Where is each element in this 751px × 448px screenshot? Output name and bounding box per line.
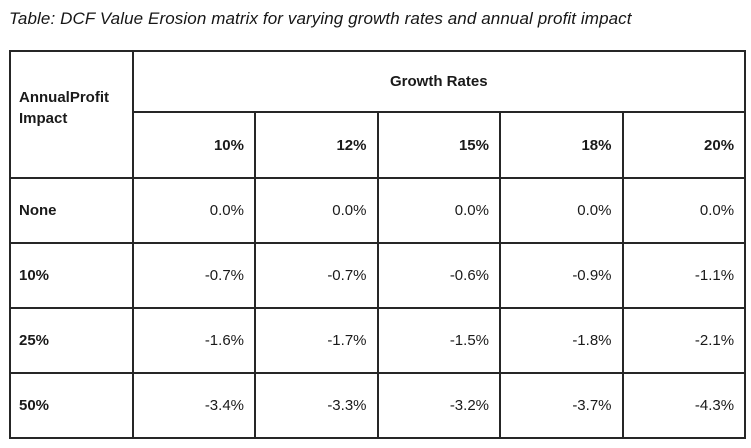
row-label: 50% [9,372,134,439]
value-cell: -0.6% [376,242,501,309]
column-header-10pct: 10% [131,111,256,179]
column-header-15pct: 15% [376,111,501,179]
value-cell: 0.0% [254,177,379,244]
value-cell: 0.0% [621,177,747,244]
row-label: 25% [9,307,134,374]
group-header-row: AnnualProfit Impact Growth Rates [9,50,747,179]
table-row-10pct: 10% -0.7% -0.7% -0.6% -0.9% -1.1% [9,242,747,309]
column-header-18pct: 18% [499,111,624,179]
column-header-row: 10% 12% 15% 18% 20% [10,111,747,179]
table-row-25pct: 25% -1.6% -1.7% -1.5% -1.8% -2.1% [9,307,747,374]
row-label: None [9,177,134,244]
value-cell: 0.0% [499,177,624,244]
value-cell: -2.1% [621,307,747,374]
value-cell: -0.9% [499,242,624,309]
column-header-12pct: 12% [254,111,379,179]
dcf-value-erosion-table: AnnualProfit Impact Growth Rates 10% 12%… [9,50,747,439]
group-header-cell: Growth Rates [131,50,747,113]
value-cell: -3.3% [254,372,379,439]
column-header-20pct: 20% [621,111,747,179]
value-cell: -1.6% [131,307,256,374]
value-cell: -3.7% [499,372,624,439]
value-cell: 0.0% [376,177,501,244]
value-cell: -0.7% [131,242,256,309]
corner-header-cell: AnnualProfit Impact [9,50,134,179]
value-cell: -1.7% [254,307,379,374]
value-cell: 0.0% [131,177,256,244]
row-label: 10% [9,242,134,309]
value-cell: -0.7% [254,242,379,309]
table-row-none: None 0.0% 0.0% 0.0% 0.0% 0.0% [9,177,747,244]
value-cell: -3.2% [376,372,501,439]
table-caption: Table: DCF Value Erosion matrix for vary… [9,9,632,28]
value-cell: -3.4% [131,372,256,439]
value-cell: -1.8% [499,307,624,374]
value-cell: -1.5% [376,307,501,374]
value-cell: -1.1% [621,242,747,309]
value-cell: -4.3% [621,372,747,439]
table-row-50pct: 50% -3.4% -3.3% -3.2% -3.7% -4.3% [9,372,747,439]
